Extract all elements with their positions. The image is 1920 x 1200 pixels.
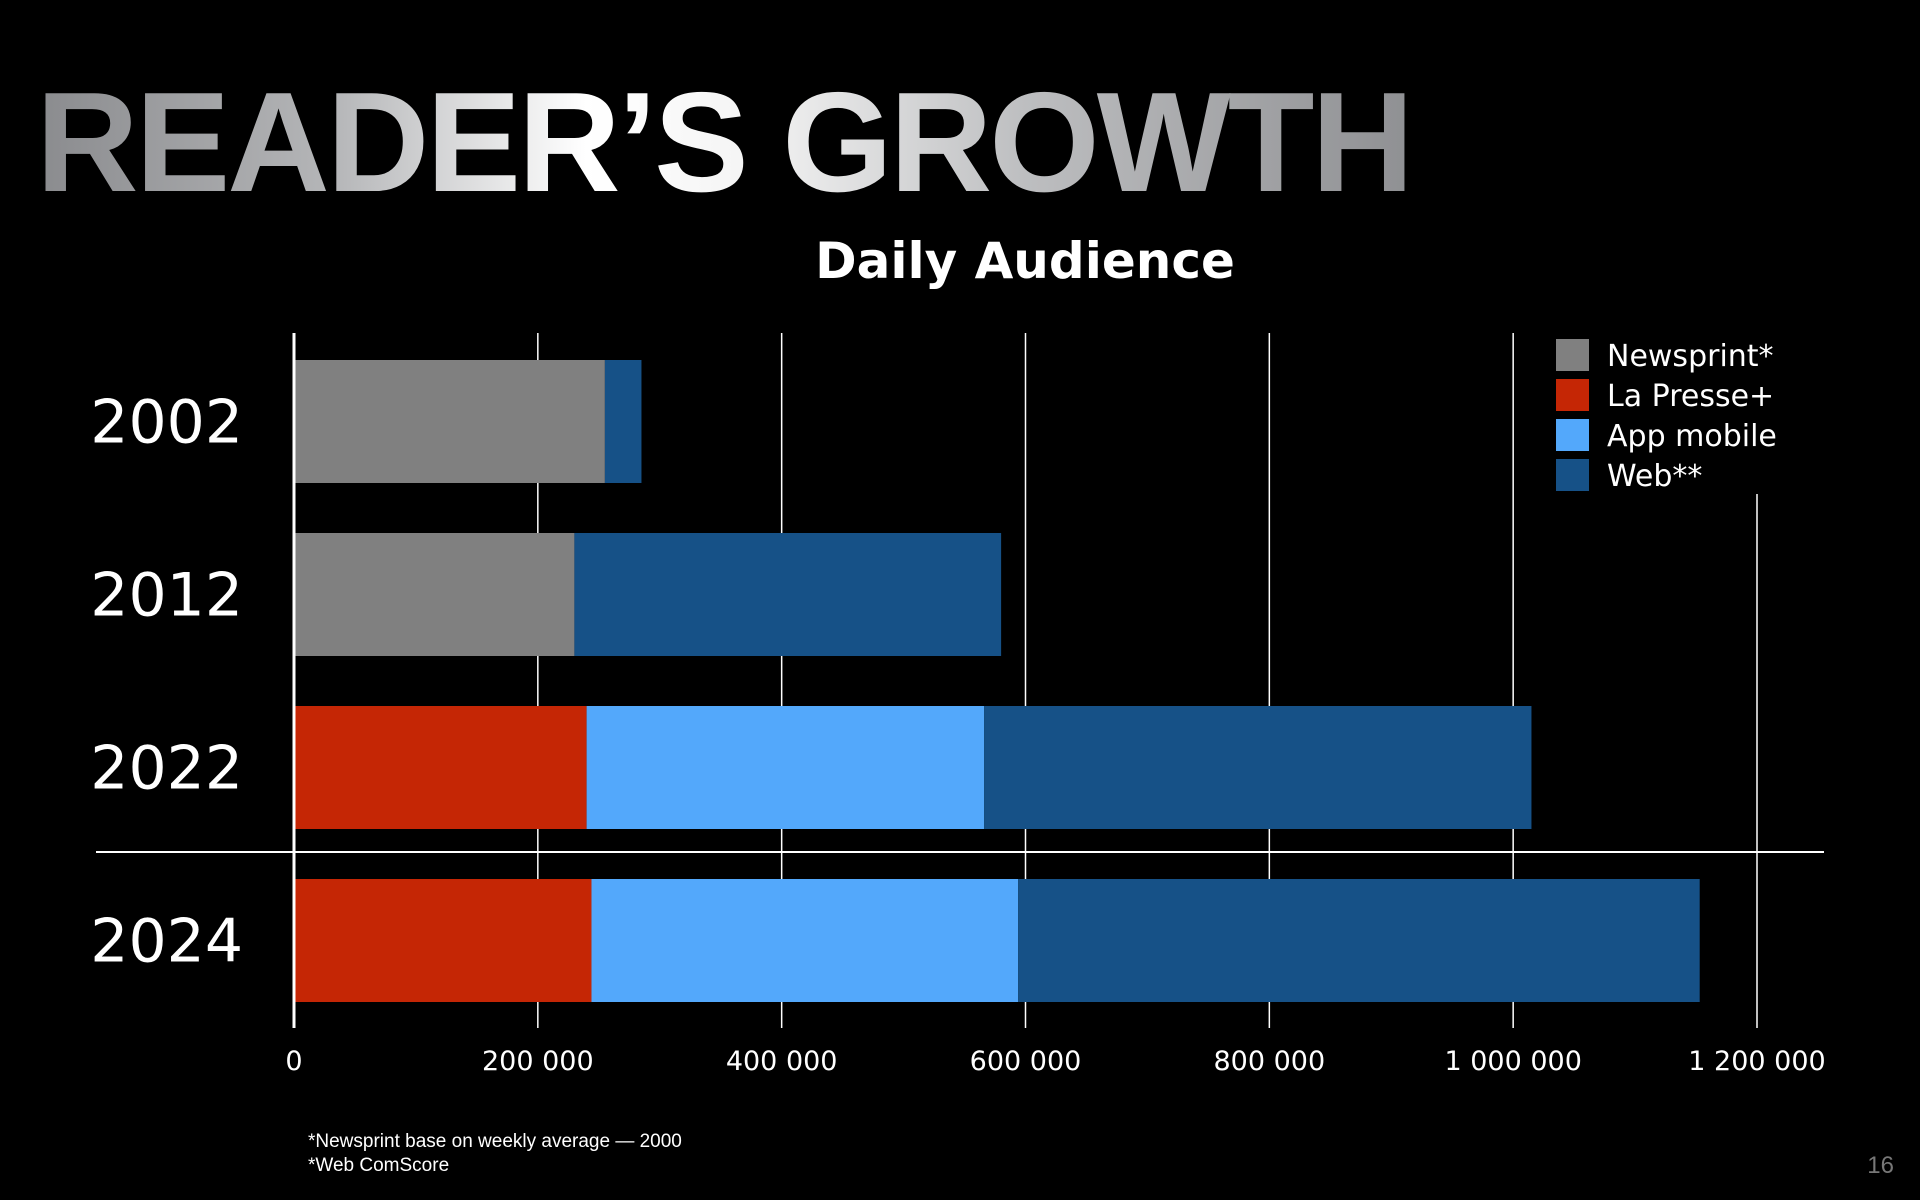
y-tick-label-2022: 2022 bbox=[90, 734, 243, 804]
y-tick-labels: 2002 2012 2022 2024 bbox=[90, 388, 243, 977]
legend-swatch-la-presse bbox=[1556, 379, 1589, 411]
bar-2012-newsprint bbox=[294, 533, 575, 656]
legend-label-web: Web** bbox=[1607, 459, 1702, 494]
footnote-web: *Web ComScore bbox=[308, 1155, 450, 1176]
bars bbox=[294, 360, 1700, 1002]
bar-2002-newsprint bbox=[294, 360, 605, 483]
x-tick-label-4: 800 000 bbox=[1214, 1046, 1326, 1077]
page-number: 16 bbox=[1867, 1152, 1894, 1179]
bar-2024-la-presse bbox=[294, 879, 592, 1002]
legend-swatch-web bbox=[1556, 459, 1589, 491]
x-tick-label-5: 1 000 000 bbox=[1444, 1046, 1581, 1077]
y-tick-label-2002: 2002 bbox=[90, 388, 243, 458]
legend-swatch-newsprint bbox=[1556, 339, 1589, 371]
chart-title: Daily Audience bbox=[815, 232, 1235, 290]
y-tick-label-2024: 2024 bbox=[90, 907, 243, 977]
x-tick-label-1: 200 000 bbox=[482, 1046, 594, 1077]
bar-2022-la-presse bbox=[294, 706, 587, 829]
y-tick-label-2012: 2012 bbox=[90, 561, 243, 631]
x-tick-label-2: 400 000 bbox=[726, 1046, 838, 1077]
x-tick-label-3: 600 000 bbox=[970, 1046, 1082, 1077]
x-tick-labels: 0 200 000 400 000 600 000 800 000 1 000 000 1 … bbox=[285, 1046, 1825, 1077]
footnote-newsprint: *Newsprint base on weekly average — 2000 bbox=[308, 1131, 682, 1152]
legend-label-app-mobile: App mobile bbox=[1607, 419, 1777, 454]
slide-title: READER’S GROWTH bbox=[36, 63, 1414, 222]
x-tick-label-0: 0 bbox=[285, 1046, 302, 1077]
legend-label-la-presse: La Presse+ bbox=[1607, 379, 1774, 414]
legend-label-newsprint: Newsprint* bbox=[1607, 339, 1774, 374]
bar-2012-web bbox=[574, 533, 1002, 656]
bar-2002-web bbox=[604, 360, 642, 483]
bar-2024-app-mobile bbox=[591, 879, 1019, 1002]
bar-2024-web bbox=[1018, 879, 1700, 1002]
legend-swatch-app-mobile bbox=[1556, 419, 1589, 451]
bar-2022-web bbox=[984, 706, 1532, 829]
x-tick-label-6: 1 200 000 bbox=[1688, 1046, 1825, 1077]
bar-2022-app-mobile bbox=[586, 706, 985, 829]
legend: Newsprint* La Presse+ App mobile Web** bbox=[1556, 339, 1777, 494]
